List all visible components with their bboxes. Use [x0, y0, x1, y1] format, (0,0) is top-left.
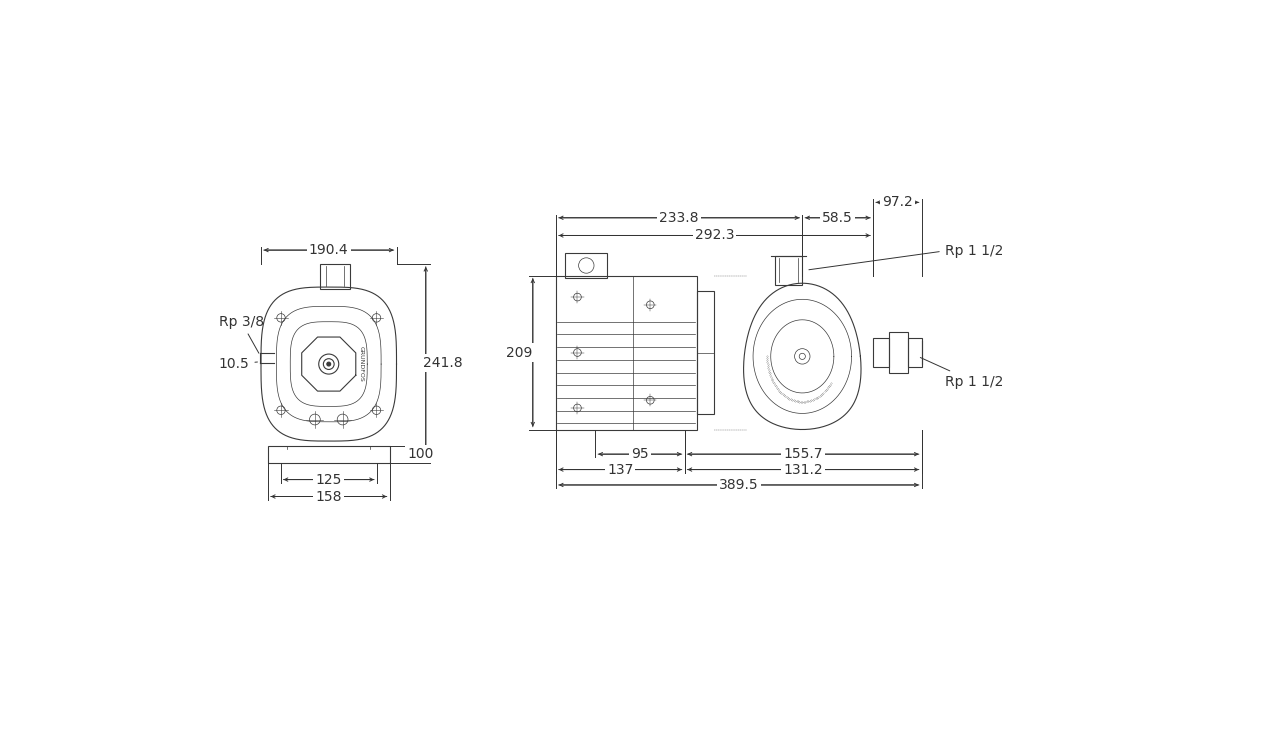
- Bar: [556, 275, 696, 429]
- Text: 95: 95: [631, 447, 649, 461]
- Bar: [696, 291, 714, 414]
- Bar: [268, 446, 389, 463]
- Text: 233.8: 233.8: [659, 211, 699, 225]
- Bar: [566, 253, 608, 278]
- Text: 10.5: 10.5: [219, 357, 257, 371]
- Text: Rp 1 1/2: Rp 1 1/2: [920, 358, 1004, 389]
- Text: GRUNDFOS: GRUNDFOS: [358, 346, 364, 382]
- Circle shape: [326, 362, 330, 366]
- Text: 100: 100: [407, 447, 434, 461]
- Bar: [888, 332, 908, 373]
- Text: 58.5: 58.5: [822, 211, 852, 225]
- Text: 241.8: 241.8: [422, 356, 462, 370]
- Bar: [320, 264, 349, 289]
- Bar: [873, 338, 888, 367]
- Text: 125: 125: [316, 472, 342, 487]
- Text: 137: 137: [607, 463, 634, 476]
- Text: 97.2: 97.2: [882, 195, 913, 209]
- Text: 209: 209: [506, 345, 532, 360]
- Bar: [908, 338, 922, 367]
- Text: 158: 158: [315, 490, 342, 503]
- Text: 190.4: 190.4: [308, 243, 348, 257]
- Text: Rp 3/8: Rp 3/8: [219, 314, 264, 353]
- Text: 292.3: 292.3: [695, 228, 735, 243]
- Text: Rp 1 1/2: Rp 1 1/2: [809, 244, 1004, 270]
- Text: 131.2: 131.2: [783, 463, 823, 476]
- Bar: [774, 256, 803, 285]
- Text: 389.5: 389.5: [719, 478, 759, 492]
- Text: 155.7: 155.7: [783, 447, 823, 461]
